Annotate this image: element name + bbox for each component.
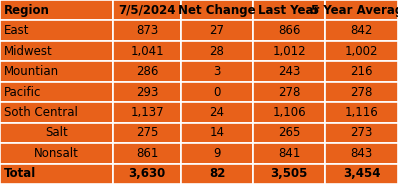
Bar [0,0,113,20]
Text: Midwest: Midwest [4,45,53,58]
Bar [325,61,398,82]
Text: Total: Total [4,167,36,180]
Bar [325,164,398,184]
Text: 0: 0 [213,86,220,98]
Text: 1,041: 1,041 [130,45,164,58]
Bar [181,41,253,61]
Text: 3,454: 3,454 [343,167,380,180]
Bar [253,143,325,164]
Bar [325,20,398,41]
Text: 293: 293 [136,86,158,98]
Text: 24: 24 [209,106,224,119]
Text: 1,106: 1,106 [272,106,306,119]
Text: Salt: Salt [45,126,68,139]
Text: 841: 841 [278,147,300,160]
Text: 3,630: 3,630 [129,167,166,180]
Text: 216: 216 [350,65,373,78]
Bar [113,123,181,143]
Bar [113,20,181,41]
Text: 27: 27 [209,24,224,37]
Text: Pacific: Pacific [4,86,41,98]
Text: 278: 278 [350,86,373,98]
Bar [253,41,325,61]
Text: 842: 842 [350,24,373,37]
Text: 265: 265 [278,126,300,139]
Bar [325,0,398,20]
Bar [253,82,325,102]
Text: 14: 14 [209,126,224,139]
Text: 5 Year Average: 5 Year Average [311,4,398,17]
Bar [253,102,325,123]
Text: Region: Region [4,4,50,17]
Bar [181,143,253,164]
Text: 9: 9 [213,147,221,160]
Bar [181,82,253,102]
Bar [325,143,398,164]
Bar [0,61,113,82]
Bar [325,123,398,143]
Text: 3: 3 [213,65,220,78]
Bar [0,82,113,102]
Text: Last Year: Last Year [258,4,320,17]
Text: 1,137: 1,137 [130,106,164,119]
Text: 82: 82 [209,167,225,180]
Bar [181,164,253,184]
Bar [113,41,181,61]
Bar [113,82,181,102]
Text: 861: 861 [136,147,158,160]
Bar [253,20,325,41]
Text: Nonsalt: Nonsalt [34,147,79,160]
Bar [181,20,253,41]
Bar [181,123,253,143]
Text: Net Change: Net Change [178,4,256,17]
Bar [181,0,253,20]
Bar [113,0,181,20]
Bar [0,164,113,184]
Text: Mountian: Mountian [4,65,59,78]
Bar [0,143,113,164]
Bar [0,102,113,123]
Bar [325,102,398,123]
Text: 3,505: 3,505 [270,167,308,180]
Text: 1,002: 1,002 [345,45,378,58]
Text: 873: 873 [136,24,158,37]
Bar [181,61,253,82]
Bar [0,123,113,143]
Text: 273: 273 [350,126,373,139]
Text: 278: 278 [278,86,300,98]
Bar [325,41,398,61]
Text: 286: 286 [136,65,158,78]
Bar [113,61,181,82]
Bar [0,41,113,61]
Bar [0,20,113,41]
Bar [253,0,325,20]
Bar [253,123,325,143]
Bar [113,102,181,123]
Bar [325,82,398,102]
Bar [113,164,181,184]
Bar [253,164,325,184]
Bar [113,143,181,164]
Text: 275: 275 [136,126,158,139]
Text: 28: 28 [210,45,224,58]
Text: East: East [4,24,29,37]
Text: 1,012: 1,012 [272,45,306,58]
Text: Soth Central: Soth Central [4,106,78,119]
Text: 7/5/2024: 7/5/2024 [118,4,176,17]
Bar [181,102,253,123]
Text: 1,116: 1,116 [345,106,378,119]
Bar [253,61,325,82]
Text: 843: 843 [350,147,373,160]
Text: 243: 243 [278,65,300,78]
Text: 866: 866 [278,24,300,37]
